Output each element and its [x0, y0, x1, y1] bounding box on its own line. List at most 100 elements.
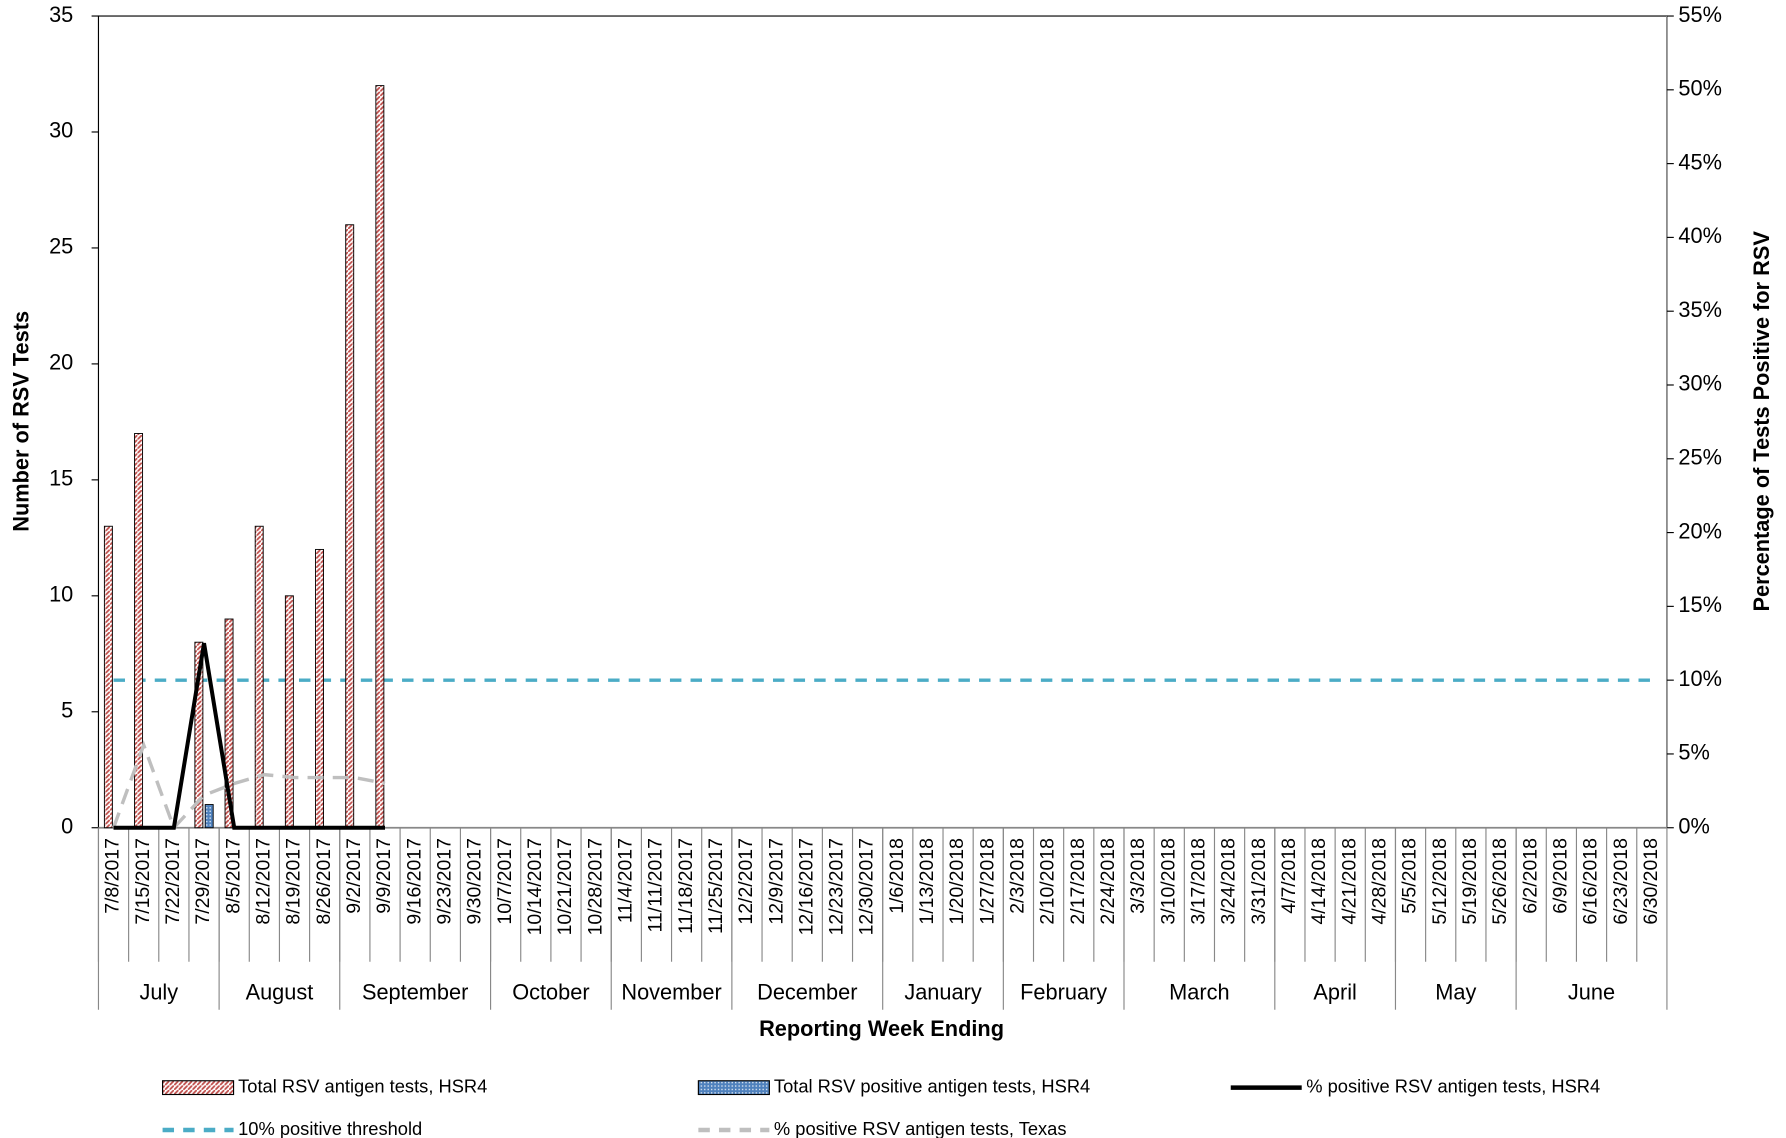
x-tick-label: 5/5/2018 — [1399, 838, 1421, 914]
y2-tick-label: 40% — [1678, 223, 1722, 248]
x-tick-label: 12/23/2017 — [826, 838, 848, 935]
x-tick-label: 9/2/2017 — [343, 838, 365, 914]
x-axis-title: Reporting Week Ending — [759, 1016, 1004, 1041]
x-tick-label: 2/17/2018 — [1067, 838, 1089, 925]
bar — [315, 548, 324, 829]
x-tick-label: 7/15/2017 — [132, 838, 154, 925]
x-tick-label: 6/23/2018 — [1610, 838, 1632, 925]
x-tick-label: 8/5/2017 — [222, 838, 244, 914]
x-tick-label: 4/28/2018 — [1369, 838, 1391, 925]
x-tick-label: 1/13/2018 — [916, 838, 938, 925]
x-tick-label: 7/29/2017 — [192, 838, 214, 925]
legend-swatch — [162, 1080, 235, 1096]
bar — [103, 525, 113, 829]
x-tick-label: 7/8/2017 — [102, 838, 124, 914]
month-label: March — [1169, 979, 1229, 1004]
x-tick-label: 10/28/2017 — [584, 838, 606, 935]
x-tick-label: 9/30/2017 — [464, 838, 486, 925]
x-tick-label: 3/10/2018 — [1157, 838, 1179, 925]
y-tick-label: 10 — [49, 582, 73, 607]
legend-label: 10% positive threshold — [238, 1118, 422, 1138]
x-tick-label: 6/2/2018 — [1519, 838, 1541, 914]
x-tick-label: 2/3/2018 — [1007, 838, 1029, 914]
y-tick-label: 5 — [61, 698, 73, 723]
x-tick-label: 3/31/2018 — [1248, 838, 1270, 925]
x-tick-label: 3/3/2018 — [1127, 838, 1149, 914]
x-tick-label: 12/9/2017 — [765, 838, 787, 925]
y-tick-label: 0 — [61, 813, 73, 838]
month-label: May — [1435, 979, 1476, 1004]
month-label: January — [904, 979, 982, 1004]
x-tick-label: 9/16/2017 — [403, 838, 425, 925]
y2-tick-label: 25% — [1678, 445, 1722, 470]
x-tick-label: 10/7/2017 — [494, 838, 516, 925]
month-label: August — [246, 979, 314, 1004]
y-tick-label: 25 — [49, 234, 73, 259]
x-tick-label: 7/22/2017 — [162, 838, 184, 925]
x-tick-label: 3/17/2018 — [1188, 838, 1210, 925]
x-tick-label: 10/21/2017 — [554, 838, 576, 935]
bar — [254, 525, 264, 829]
month-label: December — [757, 979, 857, 1004]
bar — [345, 224, 355, 829]
y-tick-label: 30 — [49, 118, 73, 143]
legend-label: Total RSV positive antigen tests, HSR4 — [774, 1075, 1090, 1096]
x-tick-label: 9/9/2017 — [373, 838, 395, 914]
y2-tick-label: 5% — [1678, 740, 1709, 765]
legend-swatch — [697, 1080, 770, 1096]
y2-tick-label: 0% — [1678, 813, 1709, 838]
x-tick-label: 5/19/2018 — [1459, 838, 1481, 925]
y2-tick-label: 30% — [1678, 371, 1722, 396]
bar — [284, 595, 294, 829]
x-tick-label: 11/18/2017 — [675, 838, 697, 934]
month-label: February — [1020, 979, 1107, 1004]
x-tick-label: 4/7/2018 — [1278, 838, 1300, 914]
bar — [194, 641, 204, 829]
x-tick-label: 12/30/2017 — [856, 838, 878, 935]
x-tick-label: 8/26/2017 — [313, 838, 335, 925]
x-tick-label: 5/12/2018 — [1429, 838, 1451, 925]
x-tick-label: 4/14/2018 — [1308, 838, 1330, 925]
x-tick-label: 12/16/2017 — [795, 838, 817, 935]
x-tick-label: 3/24/2018 — [1218, 838, 1240, 925]
x-tick-label: 1/27/2018 — [976, 838, 998, 925]
x-tick-label: 4/21/2018 — [1338, 838, 1360, 925]
x-tick-label: 5/26/2018 — [1489, 838, 1511, 925]
x-tick-label: 6/9/2018 — [1550, 838, 1572, 914]
x-tick-label: 2/24/2018 — [1097, 838, 1119, 925]
legend-label: % positive RSV antigen tests, HSR4 — [1306, 1075, 1600, 1096]
y2-axis-title: Percentage of Tests Positive for RSV — [1749, 231, 1774, 612]
line — [111, 740, 386, 831]
y2-tick-label: 15% — [1678, 592, 1722, 617]
bar — [375, 85, 385, 829]
y2-tick-label: 55% — [1678, 2, 1722, 27]
y2-tick-label: 10% — [1678, 666, 1722, 691]
x-tick-label: 10/14/2017 — [524, 838, 546, 935]
x-tick-label: 6/16/2018 — [1580, 838, 1602, 925]
legend-label: % positive RSV antigen tests, Texas — [774, 1118, 1067, 1138]
month-label: November — [621, 979, 721, 1004]
month-label: June — [1568, 979, 1615, 1004]
x-tick-label: 8/12/2017 — [252, 838, 274, 925]
line — [113, 642, 386, 830]
x-tick-label: 1/6/2018 — [886, 838, 908, 914]
x-tick-label: 12/2/2017 — [735, 838, 757, 925]
month-label: October — [512, 979, 589, 1004]
x-tick-label: 11/11/2017 — [645, 838, 667, 932]
bar — [204, 804, 214, 829]
y-tick-label: 15 — [49, 466, 73, 491]
x-tick-label: 9/23/2017 — [433, 838, 455, 925]
x-tick-label: 11/25/2017 — [705, 838, 727, 934]
x-tick-label: 1/20/2018 — [946, 838, 968, 925]
legend-label: Total RSV antigen tests, HSR4 — [238, 1075, 487, 1096]
y-tick-label: 20 — [49, 350, 73, 375]
y-axis-title: Number of RSV Tests — [9, 311, 34, 532]
month-label: April — [1313, 979, 1357, 1004]
y2-tick-label: 35% — [1678, 297, 1722, 322]
plot-frame — [97, 15, 1668, 829]
month-label: September — [362, 979, 468, 1004]
bar — [224, 618, 234, 829]
y2-tick-label: 20% — [1678, 518, 1722, 543]
y-tick-label: 35 — [49, 2, 73, 27]
